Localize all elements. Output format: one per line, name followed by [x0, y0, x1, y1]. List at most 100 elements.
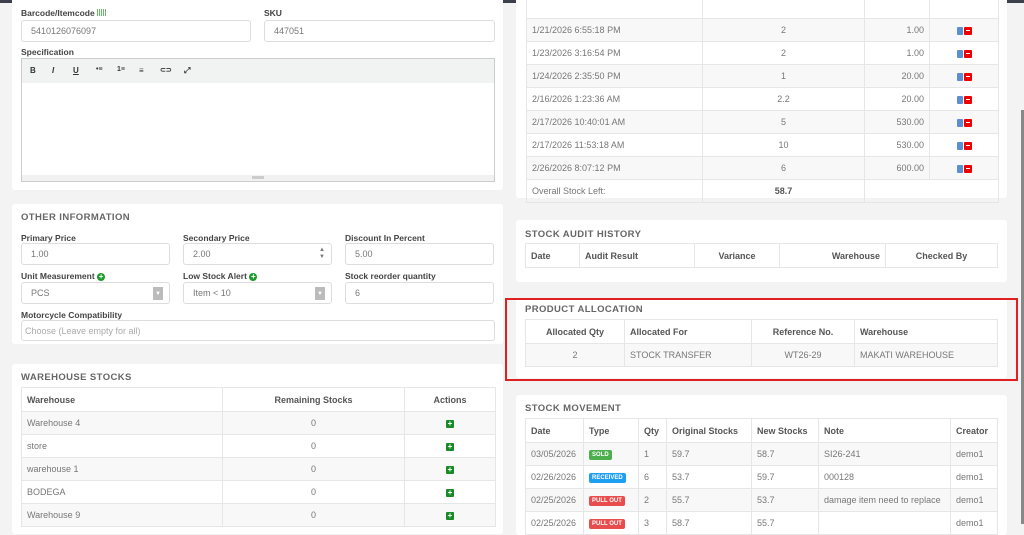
table-row: 2/17/2026 10:40:01 AM 5 530.00: [526, 110, 999, 134]
table-row: 1/24/2026 2:35:50 PM 1 20.00: [526, 64, 999, 88]
secondary-price-input[interactable]: 2.00 ▲ ▼: [183, 243, 332, 265]
remove-icon[interactable]: [963, 49, 972, 58]
remove-icon[interactable]: [963, 141, 972, 150]
stock-batches-card: 1/21/2026 6:55:18 PM 2 1.00 1/23/2026 3:16:…: [516, 0, 1007, 203]
specification-editor[interactable]: B I U •≡ 1≡ ≡ ⊂⊃ ⤢: [21, 58, 495, 182]
warehouse-name: store: [21, 434, 223, 458]
spinner-icon[interactable]: ▲ ▼: [319, 247, 325, 260]
warehouse-name: Warehouse 4: [21, 411, 223, 435]
movement-note: SI26-241: [818, 442, 951, 466]
add-stock-icon[interactable]: +: [446, 442, 454, 451]
remove-icon[interactable]: [963, 72, 972, 81]
table-row: 03/05/2026 SOLD 1 59.7 58.7 SI26-241 demo1: [525, 442, 998, 466]
warehouse: MAKATI WAREHOUSE: [854, 343, 998, 367]
remove-icon[interactable]: [963, 164, 972, 173]
secondary-price-label: Secondary Price: [183, 233, 250, 243]
movement-creator: demo1: [950, 465, 998, 489]
trash-icon[interactable]: [956, 72, 963, 81]
overall-stock-value: 58.7: [702, 179, 865, 203]
batch-price: 1.00: [864, 18, 930, 42]
col-date: Date: [525, 418, 584, 443]
add-stock-icon[interactable]: +: [446, 419, 454, 428]
unit-measurement-select[interactable]: PCS ▼: [21, 282, 170, 304]
add-stock-icon[interactable]: +: [446, 465, 454, 474]
type-badge: SOLD: [589, 450, 612, 460]
batch-date: 1/24/2026 2:35:50 PM: [526, 64, 703, 88]
movement-note: [818, 511, 951, 535]
trash-icon[interactable]: [956, 164, 963, 173]
sku-input[interactable]: 447051: [264, 20, 495, 42]
col-warehouse: Warehouse: [854, 319, 998, 344]
align-button[interactable]: ≡: [139, 66, 144, 75]
add-unit-icon[interactable]: +: [97, 271, 106, 281]
movement-date: 02/25/2026: [525, 488, 584, 512]
trash-icon[interactable]: [956, 95, 963, 104]
warehouse-name: BODEGA: [21, 480, 223, 504]
col-original-stocks: Original Stocks: [666, 418, 752, 443]
table-row: 1/23/2026 3:16:54 PM 2 1.00: [526, 41, 999, 65]
link-button[interactable]: ⊂⊃: [160, 67, 172, 74]
discount-label: Discount In Percent: [345, 233, 425, 243]
new-stocks: 59.7: [751, 465, 819, 489]
motorcycle-compatibility-input[interactable]: Choose (Leave empty for all): [21, 320, 495, 341]
batch-date: 1/23/2026 3:16:54 PM: [526, 41, 703, 65]
sku-label: SKU: [264, 8, 282, 18]
trash-icon[interactable]: [956, 26, 963, 35]
add-alert-icon[interactable]: +: [249, 271, 258, 281]
remove-icon[interactable]: [963, 118, 972, 127]
col-checked-by: Checked By: [885, 243, 998, 268]
col-remaining: Remaining Stocks: [222, 387, 405, 412]
table-row: BODEGA 0 +: [21, 480, 496, 504]
bold-button[interactable]: B: [30, 66, 36, 75]
barcode-input[interactable]: 5410126076097: [21, 20, 251, 42]
batch-date: 1/21/2026 6:55:18 PM: [526, 18, 703, 42]
movement-date: 03/05/2026: [525, 442, 584, 466]
motorcycle-compatibility-label: Motorcycle Compatibility: [21, 310, 123, 320]
table-row: 02/26/2026 RECEIVED 6 53.7 59.7 000128 demo1: [525, 465, 998, 489]
remaining-stocks: 0: [222, 411, 405, 435]
table-row: 2 STOCK TRANSFER WT26-29 MAKATI WAREHOUSE: [525, 343, 998, 367]
other-information-title: OTHER INFORMATION: [21, 212, 131, 223]
reorder-quantity-input[interactable]: 6: [345, 282, 494, 304]
batch-qty: 6: [702, 156, 865, 180]
remove-icon[interactable]: [963, 26, 972, 35]
underline-button[interactable]: U: [73, 66, 79, 75]
movement-date: 02/26/2026: [525, 465, 584, 489]
product-allocation-table: Allocated Qty Allocated For Reference No. W…: [525, 319, 998, 367]
batch-qty: 2: [702, 18, 865, 42]
trash-icon[interactable]: [956, 118, 963, 127]
discount-input[interactable]: 5.00: [345, 243, 494, 265]
product-details-card: Barcode/Itemcode 5410126076097 SKU 44705…: [12, 0, 503, 190]
bullet-list-button[interactable]: •≡: [96, 66, 103, 73]
batch-date: 2/16/2026 1:23:36 AM: [526, 87, 703, 111]
batch-price: 530.00: [864, 110, 930, 134]
trash-icon[interactable]: [956, 141, 963, 150]
type-badge: PULL OUT: [589, 519, 625, 529]
new-stocks: 53.7: [751, 488, 819, 512]
table-row: store 0 +: [21, 434, 496, 458]
table-row: Warehouse 4 0 +: [21, 411, 496, 435]
editor-toolbar: B I U •≡ 1≡ ≡ ⊂⊃ ⤢: [22, 59, 494, 83]
italic-button[interactable]: I: [52, 66, 55, 75]
table-row: 2/26/2026 8:07:12 PM 6 600.00: [526, 156, 999, 180]
col-warehouse: Warehouse: [779, 243, 886, 268]
add-stock-icon[interactable]: +: [446, 511, 454, 520]
stock-movement-card: STOCK MOVEMENT Date Type Qty Original Stock…: [516, 395, 1007, 535]
low-stock-alert-select[interactable]: Item < 10 ▼: [183, 282, 332, 304]
col-audit-result: Audit Result: [579, 243, 695, 268]
batch-price: 20.00: [864, 64, 930, 88]
highlight-box: [505, 298, 1018, 381]
reference-no: WT26-29: [751, 343, 855, 367]
numbered-list-button[interactable]: 1≡: [117, 66, 125, 73]
table-row: 2/16/2026 1:23:36 AM 2.2 20.00: [526, 87, 999, 111]
primary-price-input[interactable]: 1.00: [21, 243, 170, 265]
add-stock-icon[interactable]: +: [446, 488, 454, 497]
movement-creator: demo1: [950, 511, 998, 535]
fullscreen-button[interactable]: ⤢: [184, 66, 191, 75]
scrollbar[interactable]: [1021, 110, 1024, 524]
remove-icon[interactable]: [963, 95, 972, 104]
editor-resize-bar[interactable]: [22, 175, 494, 181]
other-information-card: OTHER INFORMATION Primary Price 1.00 Sec…: [12, 204, 503, 344]
original-stocks: 53.7: [666, 465, 752, 489]
trash-icon[interactable]: [956, 49, 963, 58]
